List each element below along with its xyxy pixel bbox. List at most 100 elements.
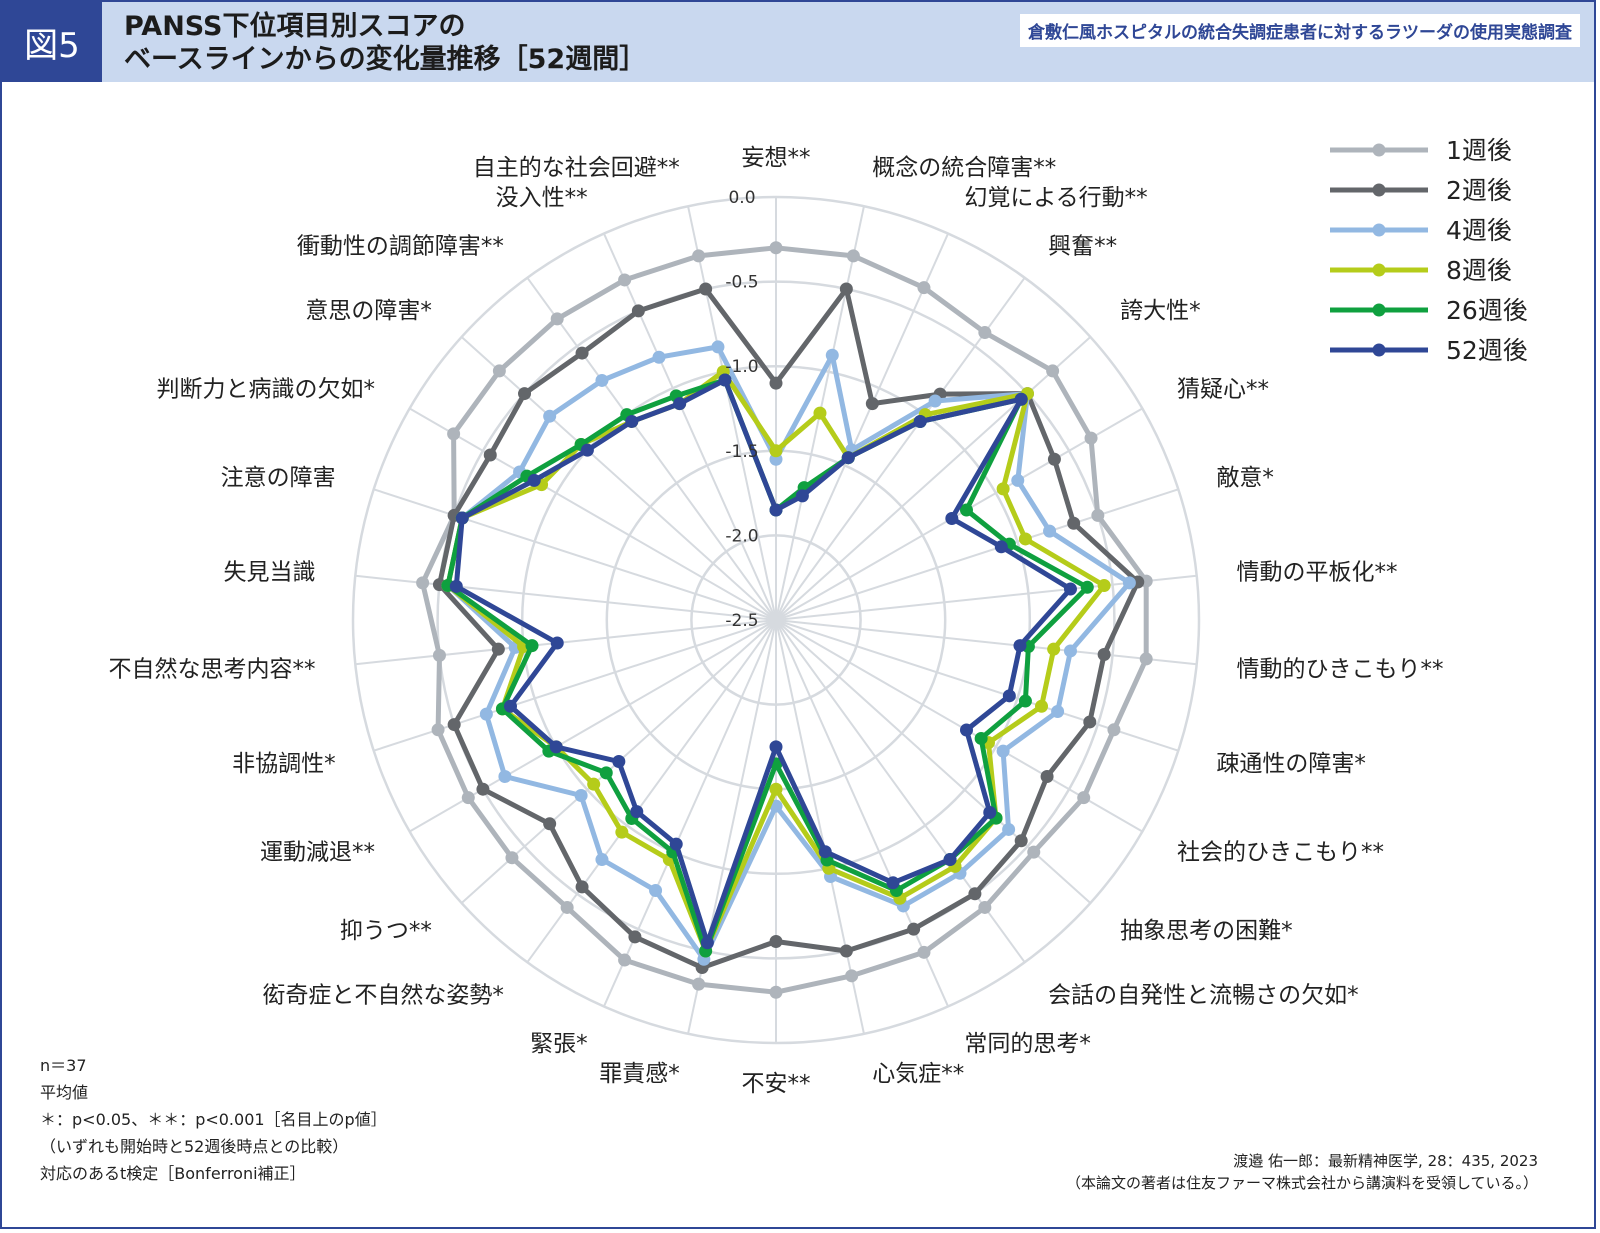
series-point — [543, 817, 557, 831]
series-point — [978, 900, 992, 914]
series-point — [813, 406, 827, 420]
series-point — [431, 723, 445, 737]
legend-marker — [1372, 143, 1386, 157]
category-label: 情動の平板化** — [1236, 560, 1397, 586]
series-point — [886, 876, 900, 890]
series-point — [1043, 524, 1057, 538]
tick-label: -2.0 — [725, 526, 758, 546]
radar-ring — [520, 364, 1032, 876]
series-point — [432, 648, 446, 662]
series-point — [631, 304, 645, 318]
category-label: 概念の統合障害** — [872, 155, 1056, 181]
series-point — [455, 511, 469, 525]
title-line-2: ベースラインからの変化量推移［52週間］ — [124, 44, 647, 75]
category-label: 運動減退** — [260, 840, 375, 866]
category-label: 罪責感* — [599, 1061, 680, 1087]
series-point — [795, 489, 809, 503]
series-point — [1091, 508, 1105, 522]
series-point — [1027, 845, 1041, 859]
series-point — [928, 394, 942, 408]
series-point — [839, 944, 853, 958]
series-point — [692, 249, 706, 263]
radar-spoke — [775, 407, 1143, 621]
series-point — [1011, 473, 1025, 487]
category-label: 抽象思考の困難* — [1120, 918, 1293, 944]
series-point — [907, 922, 921, 936]
legend-label: 4週後 — [1446, 216, 1512, 245]
radar-spoke — [775, 619, 949, 1007]
note-comparison: （いずれも開始時と52週後時点との比較） — [40, 1137, 349, 1156]
category-label: 心気症** — [872, 1061, 964, 1087]
series-point — [769, 241, 783, 255]
series-point — [943, 853, 957, 867]
legend-marker — [1372, 303, 1386, 317]
radar-spoke — [603, 233, 777, 621]
series-point — [1047, 452, 1061, 466]
series-point — [769, 740, 783, 754]
series-point — [1040, 770, 1054, 784]
series-point — [549, 740, 563, 754]
radar-ring — [436, 280, 1116, 960]
note-test: 対応のあるt検定［Bonferroni補正］ — [40, 1164, 306, 1183]
category-label: 誇大性* — [1120, 298, 1201, 324]
series-point — [618, 273, 632, 287]
tick-label: 0.0 — [728, 188, 755, 208]
series-point — [1013, 639, 1027, 653]
series-point — [447, 427, 461, 441]
series-point — [449, 579, 463, 593]
series-point — [1002, 822, 1016, 836]
category-label: 幻覚による行動** — [964, 185, 1147, 211]
series-point — [518, 387, 532, 401]
series-point — [615, 825, 629, 839]
series-point — [983, 805, 997, 819]
figure-title: PANSS下位項目別スコアの ベースラインからの変化量推移［52週間］ — [124, 10, 646, 76]
series-point — [575, 880, 589, 894]
series-point — [1083, 715, 1097, 729]
tick-label: -2.5 — [725, 611, 758, 631]
series-point — [550, 636, 564, 650]
series-point — [1018, 694, 1032, 708]
series-point — [1035, 699, 1049, 713]
series-point — [599, 766, 613, 780]
series-point — [996, 744, 1010, 758]
radar-ring — [690, 534, 862, 706]
figure-source: 渡邉 佑一郎：最新精神医学, 28：435, 2023 （本論文の著者は住友ファ… — [1066, 1150, 1538, 1194]
category-label: 不安** — [742, 1071, 811, 1097]
category-label: 興奮** — [1048, 233, 1117, 259]
legend-marker — [1372, 343, 1386, 357]
series-point — [769, 444, 783, 458]
category-label: 失見当識 — [224, 560, 316, 586]
category-label: 敵意* — [1216, 465, 1274, 491]
category-label: 判断力と病識の欠如* — [157, 377, 376, 403]
series-point — [503, 699, 517, 713]
series-point — [595, 853, 609, 867]
note-mean: 平均値 — [40, 1083, 89, 1102]
series-point — [625, 415, 639, 429]
series-point — [692, 977, 706, 991]
series-point — [1107, 723, 1121, 737]
series-point — [550, 312, 564, 326]
series-point — [1080, 580, 1094, 594]
category-label: 衝動性の調節障害** — [297, 233, 504, 259]
series-point — [994, 540, 1008, 554]
category-label: 社会的ひきこもり** — [1177, 840, 1384, 866]
category-label: 妄想** — [742, 145, 811, 171]
legend-marker — [1372, 223, 1386, 237]
category-label: 意思の障害* — [305, 298, 432, 324]
radar-spoke — [526, 277, 777, 621]
series-point — [491, 642, 505, 656]
series-point — [560, 900, 574, 914]
legend-label: 26週後 — [1446, 296, 1528, 325]
radar-spoke — [687, 206, 777, 621]
series-point — [1002, 689, 1016, 703]
radar-spoke — [775, 619, 1197, 666]
series-point — [649, 884, 663, 898]
series-point — [1067, 516, 1081, 530]
series-point — [1014, 834, 1028, 848]
series-point — [825, 348, 839, 362]
radar-series — [416, 241, 1153, 999]
figure-header: 図5 PANSS下位項目別スコアの ベースラインからの変化量推移［52週間］ 倉… — [2, 2, 1594, 82]
series-point — [527, 473, 541, 487]
series-point — [1047, 642, 1061, 656]
